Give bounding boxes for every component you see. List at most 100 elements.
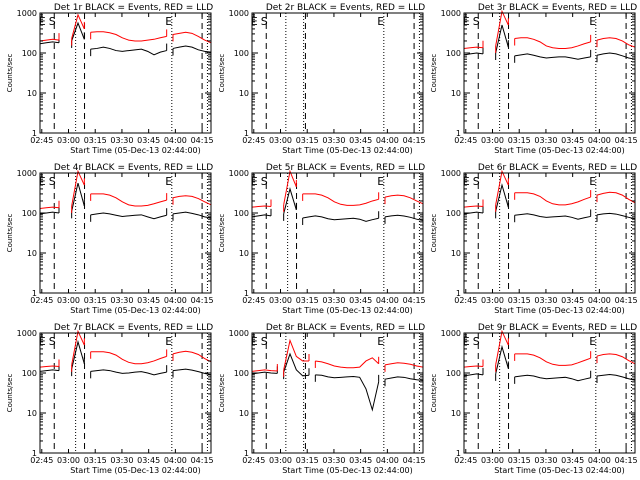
x-tick-label: 04:15	[615, 456, 638, 465]
x-tick-label: 03:45	[561, 456, 584, 465]
y-tick-label: 1	[244, 449, 249, 458]
marker-label-e: E	[377, 175, 384, 188]
y-tick-label: 1000	[441, 9, 461, 18]
marker-label-s: S	[473, 15, 480, 28]
y-tick-label: 1000	[229, 169, 249, 178]
marker-label-e: E	[377, 15, 384, 28]
panel-title: Det 6r BLACK = Events, RED = LLD	[478, 163, 637, 173]
y-tick-label: 1000	[17, 9, 37, 18]
events-series-line	[251, 214, 272, 218]
panel-title: Det 8r BLACK = Events, RED = LLD	[266, 323, 425, 333]
lld-series-line	[283, 169, 297, 205]
detector-panel: Det 9r BLACK = Events, RED = LLDESE02:45…	[430, 323, 638, 475]
lld-series-line	[463, 205, 484, 208]
marker-label-s: S	[473, 175, 480, 188]
events-series-line	[384, 214, 424, 221]
marker-label-e: E	[589, 335, 596, 348]
y-tick-label: 100	[22, 49, 37, 58]
lld-series-line	[495, 169, 509, 205]
events-series-line	[172, 211, 212, 219]
events-series-line	[172, 45, 212, 53]
x-tick-label: 03:00	[481, 136, 504, 145]
marker-label-e: E	[165, 175, 172, 188]
y-tick-label: 100	[446, 209, 461, 218]
x-tick-label: 03:45	[137, 296, 160, 305]
x-tick-label: 03:45	[137, 136, 160, 145]
lld-series-line	[384, 194, 424, 205]
events-series-line	[302, 215, 379, 222]
x-tick-label: 04:00	[376, 456, 399, 465]
x-axis-label: Start Time (05-Dec-13 02:44:00)	[494, 306, 625, 315]
y-tick-label: 1000	[229, 9, 249, 18]
x-tick-label: 03:00	[481, 456, 504, 465]
marker-label-s: S	[261, 15, 268, 28]
panel-title: Det 7r BLACK = Events, RED = LLD	[54, 323, 213, 333]
x-tick-label: 04:15	[191, 296, 214, 305]
events-series-line	[39, 41, 60, 45]
x-tick-label: 03:30	[110, 456, 133, 465]
x-axis-label: Start Time (05-Dec-13 02:44:00)	[494, 146, 625, 155]
y-tick-label: 10	[239, 249, 249, 258]
x-tick-label: 03:45	[349, 136, 372, 145]
x-axis-label: Start Time (05-Dec-13 02:44:00)	[70, 466, 201, 475]
marker-label-s: S	[261, 175, 268, 188]
events-series-line	[283, 352, 310, 377]
x-axis-label: Start Time (05-Dec-13 02:44:00)	[70, 306, 201, 315]
x-tick-label: 03:15	[508, 136, 531, 145]
x-tick-label: 04:00	[164, 296, 187, 305]
lld-series-line	[495, 9, 509, 47]
marker-label-s: S	[49, 175, 56, 188]
y-tick-label: 100	[22, 369, 37, 378]
lld-series-line	[283, 338, 309, 370]
events-series-line	[495, 344, 509, 375]
y-tick-label: 100	[234, 369, 249, 378]
lld-series-line	[90, 351, 167, 365]
marker-label-s: S	[49, 335, 56, 348]
lld-series-line	[302, 193, 379, 206]
events-series-line	[315, 374, 380, 412]
x-axis-label: Start Time (05-Dec-13 02:44:00)	[70, 146, 201, 155]
plot-frame	[251, 172, 424, 294]
lld-series-line	[463, 365, 484, 368]
events-series-line	[463, 52, 484, 56]
x-tick-label: 02:45	[454, 456, 477, 465]
detector-panel: Det 3r BLACK = Events, RED = LLDESE02:45…	[430, 3, 638, 155]
marker-label-e: E	[165, 335, 172, 348]
x-tick-label: 03:15	[508, 456, 531, 465]
x-axis-label: Start Time (05-Dec-13 02:44:00)	[494, 466, 625, 475]
plot-frame	[39, 172, 212, 294]
plot-frame	[39, 12, 212, 134]
lld-series-line	[596, 191, 636, 204]
lld-series-line	[463, 46, 484, 49]
x-tick-label: 02:45	[242, 296, 265, 305]
y-tick-label: 1000	[229, 329, 249, 338]
x-tick-label: 04:00	[588, 136, 611, 145]
lld-series-line	[514, 37, 591, 49]
panel-title: Det 3r BLACK = Events, RED = LLD	[478, 3, 637, 13]
x-tick-label: 03:30	[534, 136, 557, 145]
x-tick-label: 02:45	[242, 136, 265, 145]
lld-series-line	[384, 362, 424, 368]
panel-title: Det 5r BLACK = Events, RED = LLD	[266, 163, 425, 173]
y-axis-label: Counts/sec	[430, 214, 438, 253]
lld-series-line	[251, 369, 278, 372]
y-tick-label: 10	[239, 89, 249, 98]
y-tick-label: 10	[239, 409, 249, 418]
x-tick-label: 04:00	[164, 136, 187, 145]
x-tick-label: 04:15	[191, 456, 214, 465]
y-tick-label: 1000	[17, 169, 37, 178]
plot-frame	[251, 12, 424, 134]
y-tick-label: 1	[244, 129, 249, 138]
events-series-line	[495, 24, 509, 54]
plot-frame	[251, 332, 424, 454]
y-axis-label: Counts/sec	[218, 374, 226, 413]
x-tick-label: 02:45	[454, 136, 477, 145]
marker-label-s: S	[473, 335, 480, 348]
x-tick-label: 04:15	[403, 456, 426, 465]
lld-series-line	[251, 205, 272, 208]
marker-label-e: E	[165, 15, 172, 28]
detector-panel: Det 4r BLACK = Events, RED = LLDESE02:45…	[6, 163, 214, 315]
marker-label-s: S	[261, 335, 268, 348]
plot-frame	[39, 332, 212, 454]
